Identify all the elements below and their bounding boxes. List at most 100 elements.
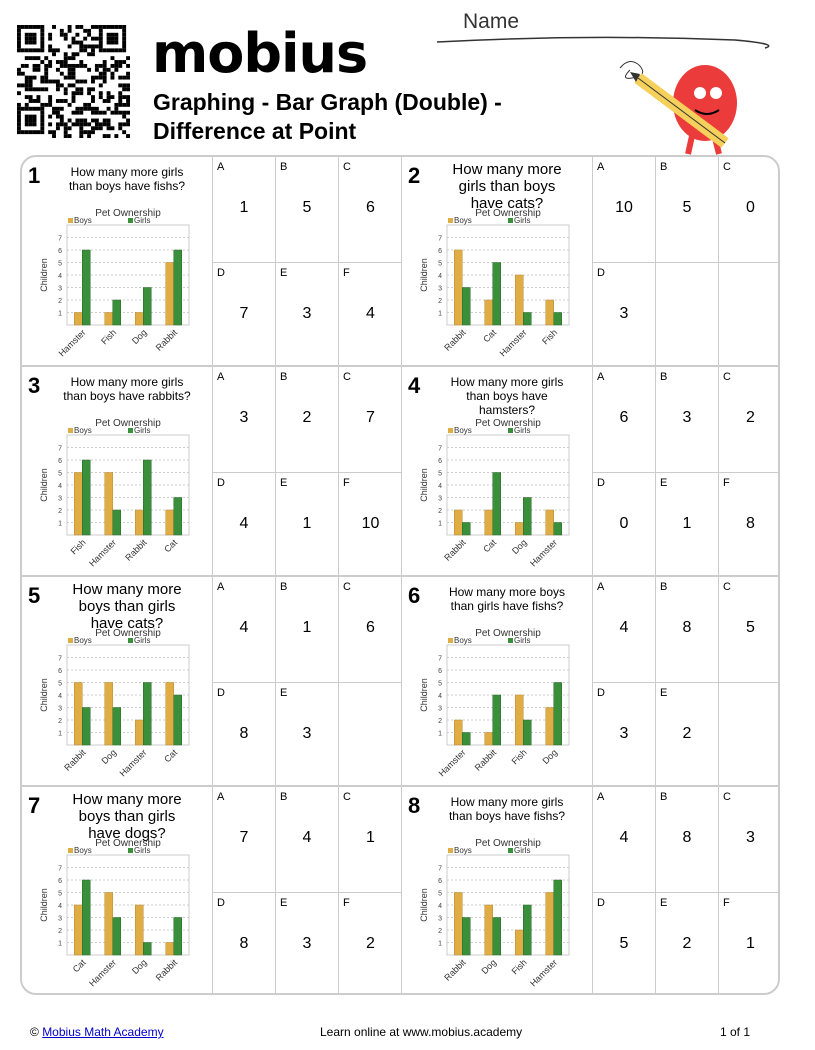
y-tick-label: 2	[438, 928, 442, 935]
legend-boys-swatch	[448, 428, 453, 433]
y-tick-label: 1	[58, 521, 62, 528]
answer-choice[interactable]: A 10	[592, 157, 655, 262]
bar-girls-hamster	[82, 249, 91, 326]
chart-title: Pet Ownership	[475, 628, 541, 639]
bar-girls-dog	[112, 707, 121, 746]
choice-letter: D	[597, 267, 605, 279]
y-tick-label: 5	[58, 891, 62, 898]
chart-title: Pet Ownership	[95, 838, 161, 849]
bar-boys-fish	[545, 299, 554, 326]
choice-value: 3	[302, 305, 312, 322]
y-tick-label: 2	[438, 508, 442, 515]
y-tick-label: 5	[58, 681, 62, 688]
y-tick-label: 6	[58, 878, 62, 885]
legend-boys: Boys	[454, 846, 472, 855]
y-axis-label: Children	[39, 258, 49, 292]
bar-girls-hamster	[112, 509, 121, 536]
x-tick-label: Cat	[481, 537, 498, 554]
choice-letter: C	[343, 371, 351, 383]
qr-code	[17, 25, 130, 138]
y-tick-label: 3	[438, 496, 442, 503]
choice-value: 0	[619, 515, 629, 532]
y-tick-label: 1	[438, 731, 442, 738]
answer-choice	[718, 682, 778, 787]
legend-girls-swatch	[508, 638, 513, 643]
y-tick-label: 4	[58, 903, 62, 910]
question-text: How many more girls than boys have fishs…	[68, 165, 186, 193]
question-text: How many more girls than boys have fishs…	[448, 795, 566, 823]
x-tick-label: Fish	[99, 327, 118, 346]
answer-choice[interactable]: F 10	[338, 472, 402, 577]
choice-value: 1	[302, 619, 312, 636]
bar-boys-dog	[545, 707, 554, 746]
bar-girls-hamster	[143, 682, 152, 746]
bar-girls-rabbit	[82, 707, 91, 746]
choice-letter: A	[217, 161, 225, 173]
bar-boys-hamster	[545, 509, 554, 536]
y-tick-label: 6	[58, 458, 62, 465]
bar-girls-dog	[143, 287, 152, 326]
bar-girls-cat	[82, 879, 91, 956]
x-tick-label: Rabbit	[154, 957, 180, 983]
legend-girls: Girls	[134, 216, 150, 225]
bar-boys-fish	[515, 929, 524, 956]
legend-boys-swatch	[68, 848, 73, 853]
problem-1: 1 How many more girls than boys have fis…	[22, 157, 402, 367]
bar-boys-hamster	[104, 892, 113, 956]
problem-number: 4	[408, 373, 421, 398]
y-axis-label: Children	[419, 258, 429, 292]
x-tick-label: Rabbit	[62, 747, 88, 773]
footer-link[interactable]: Mobius Math Academy	[42, 1025, 164, 1039]
x-tick-label: Hamster	[498, 327, 529, 358]
choice-value: 4	[366, 305, 375, 322]
bar-boys-dog	[135, 904, 144, 956]
legend-girls: Girls	[514, 216, 530, 225]
bar-boys-fish	[74, 472, 83, 536]
x-tick-label: Hamster	[87, 957, 118, 988]
choice-letter: E	[280, 477, 288, 489]
